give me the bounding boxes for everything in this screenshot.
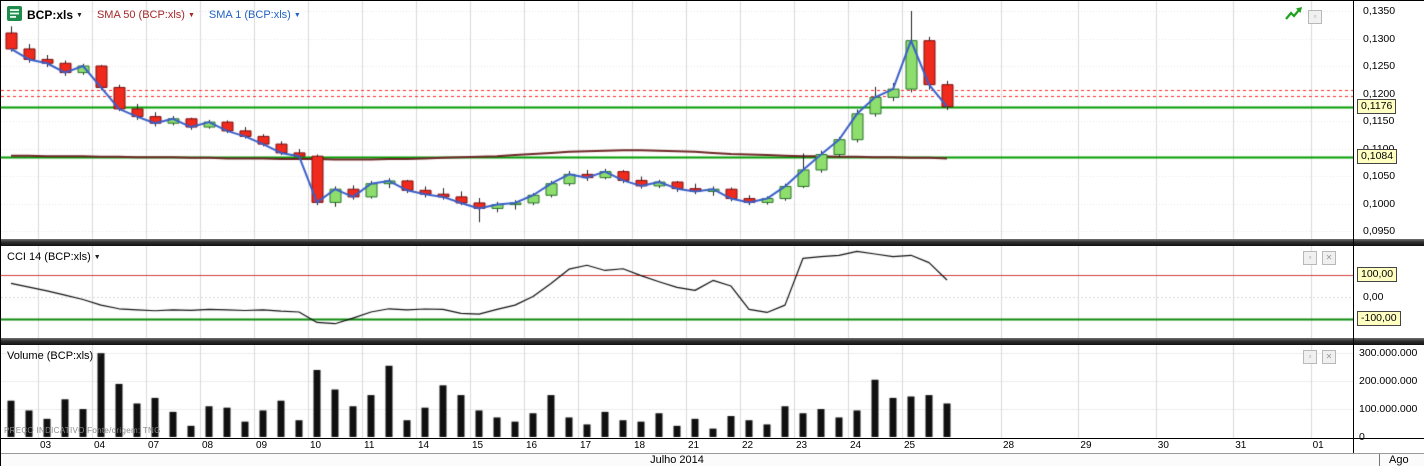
price-axis-label: 0,1300 [1363,32,1396,45]
trend-arrow-icon[interactable] [1285,7,1303,26]
panel-resize-handle[interactable] [1,338,1424,345]
volume-axis-label: 100.000.000 [1359,403,1418,416]
price-chart-canvas[interactable] [1,1,1353,239]
price-axis-label: 0,1200 [1363,87,1396,100]
x-axis-row [1,438,1424,453]
x-axis-day-label: 28 [1003,440,1015,451]
x-axis-day-label: 03 [40,440,52,451]
price-level-flag: 0,1084 [1357,149,1398,165]
month-divider [1379,454,1380,466]
volume-panel-toolbar: ▫ ✕ [1303,350,1336,364]
next-month-label: Ago [1389,454,1409,466]
instrument-icon [7,6,22,24]
x-axis-day-label: 07 [148,440,160,451]
chart-legend: BCP:xls ▼ SMA 50 (BCP:xls) ▼ SMA 1 (BCP:… [7,6,301,24]
panel-resize-handle[interactable] [1,239,1424,246]
chevron-down-icon[interactable]: ▼ [187,11,195,19]
chevron-down-icon[interactable]: ▼ [76,11,83,19]
x-axis-day-label: 24 [850,440,862,451]
cci-level-flag: 100,00 [1357,267,1398,283]
x-axis-day-label: 30 [1157,440,1169,451]
cci-label[interactable]: CCI 14 (BCP:xls) [7,251,91,263]
volume-axis-label: 200.000.000 [1359,375,1418,388]
price-axis-label: 0,1050 [1363,170,1396,182]
price-panel-toolbar: ▫ [1285,7,1322,26]
x-axis-day-label: 23 [796,440,808,451]
x-axis-day-label: 10 [310,440,322,451]
cci-chart-canvas[interactable] [1,246,1353,338]
x-axis-day-label: 17 [580,440,592,451]
price-axis-label: 0,0950 [1363,225,1396,237]
price-axis-label: 0,1350 [1363,5,1396,17]
x-axis-day-label: 15 [472,440,484,451]
x-axis-day-label: 21 [688,440,700,451]
volume-chart-canvas[interactable] [1,345,1353,438]
price-axis-label: 0,1000 [1363,197,1396,210]
x-axis-day-label: 01 [1312,440,1324,451]
close-panel-icon[interactable]: ✕ [1322,350,1336,364]
axis-divider-line [1353,1,1354,453]
x-axis-day-label: 31 [1235,440,1247,451]
x-axis-day-label: 18 [634,440,646,451]
x-axis-day-label: 14 [418,440,430,451]
sma1-label[interactable]: SMA 1 (BCP:xls) [208,9,291,21]
x-axis-day-label: 09 [256,440,268,451]
symbol-label[interactable]: BCP:xls [27,8,74,22]
volume-axis-label: 300.000.000 [1359,347,1418,360]
cci-panel-toolbar: ▫ ✕ [1303,251,1336,265]
volume-label[interactable]: Volume (BCP:xls) [7,350,94,362]
collapse-panel-icon[interactable]: ▫ [1308,9,1322,24]
volume-axis-label: 0 [1359,431,1365,443]
month-label: Julho 2014 [650,454,704,466]
x-axis-day-label: 29 [1080,440,1092,451]
sma50-label[interactable]: SMA 50 (BCP:xls) [96,9,185,21]
cci-level-flag: -100,00 [1357,310,1401,326]
month-row: Julho 2014 Ago [1,453,1424,466]
indicative-price-note: PREÇO INDICATIVO Fonte/origem: TNG [4,426,161,435]
chevron-down-icon[interactable]: ▼ [96,352,104,360]
cci-panel-header: CCI 14 (BCP:xls) ▼ [7,251,101,263]
x-axis-day-label: 04 [94,440,106,451]
volume-panel-header: Volume (BCP:xls) ▼ [7,350,103,362]
chevron-down-icon[interactable]: ▼ [293,11,301,19]
price-axis-label: 0,1150 [1363,115,1395,127]
x-axis-day-label: 16 [526,440,538,451]
minimize-panel-icon[interactable]: ▫ [1303,251,1317,265]
close-panel-icon[interactable]: ✕ [1322,251,1336,265]
x-axis-day-label: 22 [742,440,754,451]
x-axis-day-label: 08 [202,440,214,451]
price-level-flag: 0,1176 [1357,98,1397,114]
cci-axis-label: 0,00 [1363,290,1384,303]
x-axis-day-label: 25 [904,440,916,451]
x-axis-day-label: 11 [364,440,375,451]
price-axis-label: 0,1250 [1363,60,1396,72]
chevron-down-icon[interactable]: ▼ [93,253,101,261]
minimize-panel-icon[interactable]: ▫ [1303,350,1317,364]
